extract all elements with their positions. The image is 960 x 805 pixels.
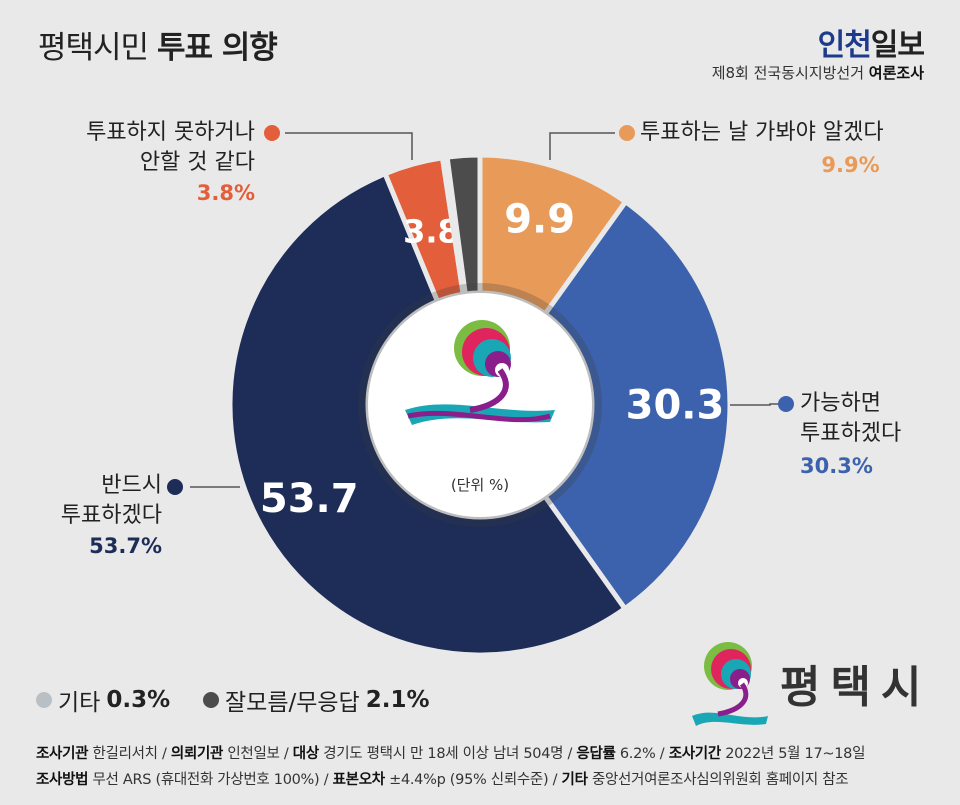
footer-value: 중앙선거여론조사심의위원회 홈페이지 참조 bbox=[591, 772, 849, 788]
marker-likely bbox=[778, 396, 794, 412]
connector-later bbox=[549, 132, 615, 160]
label-later-pct: 9.9% bbox=[821, 153, 880, 177]
label-not-text-2: 안할 것 같다 bbox=[139, 150, 255, 175]
footer-value: 6.2% bbox=[619, 746, 656, 762]
legend-etc-label: 기타 bbox=[58, 690, 101, 716]
footer-value: 인천일보 bbox=[227, 746, 280, 762]
label-not: 투표하지 못하거나 안할 것 같다 3.8% bbox=[86, 118, 255, 208]
unit-label: (단위 %) bbox=[451, 476, 509, 494]
marker-not bbox=[264, 125, 280, 141]
slice-value-label-0: 9.9 bbox=[504, 196, 575, 242]
footer-value: 무선 ARS (휴대전화 가상번호 100%) bbox=[92, 772, 320, 788]
connector-likely bbox=[730, 403, 785, 406]
label-not-text-1: 투표하지 못하거나 bbox=[86, 120, 255, 145]
label-must-text-1: 반드시 bbox=[101, 473, 162, 498]
label-later-text: 투표하는 날 가봐야 알겠다 bbox=[640, 120, 884, 145]
footer-value: 2022년 5월 17~18일 bbox=[725, 746, 866, 762]
slice-value-label-1: 30.3 bbox=[626, 382, 725, 428]
label-likely: 가능하면 투표하겠다 30.3% bbox=[800, 389, 901, 481]
footer-value: 경기도 평택시 만 18세 이상 남녀 504명 bbox=[323, 746, 564, 762]
label-must-pct: 53.7% bbox=[89, 534, 162, 558]
survey-subtitle: 제8회 전국동시지방선거 여론조사 bbox=[712, 62, 924, 83]
footer-key: 기타 bbox=[561, 772, 588, 788]
connector-lines bbox=[190, 132, 785, 488]
survey-plain: 제8회 전국동시지방선거 bbox=[711, 64, 865, 82]
legend-etc: 기타 0.3% bbox=[36, 683, 170, 717]
footer-key: 표본오차 bbox=[332, 772, 385, 788]
footer-key: 조사기간 bbox=[668, 746, 721, 762]
connector-not bbox=[285, 132, 413, 160]
footer-key: 조사방법 bbox=[36, 772, 89, 788]
footer-value: ±4.4%p (95% 신뢰수준) bbox=[389, 772, 549, 788]
footer-key: 응답률 bbox=[576, 746, 616, 762]
center-emblem-icon bbox=[405, 320, 555, 425]
legend-dunno-dot bbox=[203, 692, 219, 708]
footer-key: 의뢰기관 bbox=[170, 746, 224, 762]
footer-line-1: 조사기관 한길리서치 / 의뢰기관 인천일보 / 대상 경기도 평택시 만 18… bbox=[36, 746, 866, 762]
marker-later bbox=[619, 125, 635, 141]
slices-group: 9.930.353.73.8 bbox=[227, 152, 733, 658]
survey-bold: 여론조사 bbox=[868, 64, 924, 82]
label-must-text-2: 투표하겠다 bbox=[60, 503, 162, 528]
marker-must bbox=[167, 479, 183, 495]
title-plain: 평택시민 bbox=[38, 30, 149, 66]
label-not-pct: 3.8% bbox=[196, 181, 255, 205]
footer-key: 대상 bbox=[292, 746, 319, 762]
legend-etc-value: 0.3% bbox=[106, 687, 171, 713]
brand-part-a: 인천 bbox=[817, 28, 872, 63]
footer-value: 한길리서치 bbox=[92, 746, 158, 762]
city-logo-text: 평택시 bbox=[780, 662, 932, 713]
label-likely-pct: 30.3% bbox=[800, 454, 873, 478]
slice-value-label-2: 53.7 bbox=[260, 476, 359, 522]
label-likely-text-2: 투표하겠다 bbox=[800, 421, 902, 446]
label-later: 투표하는 날 가봐야 알겠다 9.9% bbox=[640, 118, 884, 180]
city-emblem-icon bbox=[692, 642, 768, 726]
title-bold: 투표 의향 bbox=[156, 30, 278, 66]
footer-key: 조사기관 bbox=[36, 746, 89, 762]
label-likely-text-1: 가능하면 bbox=[800, 391, 881, 416]
footer-line-2: 조사방법 무선 ARS (휴대전화 가상번호 100%) / 표본오차 ±4.4… bbox=[36, 772, 849, 788]
legend-dunno-label: 잘모름/무응답 bbox=[225, 690, 360, 716]
label-must: 반드시 투표하겠다 53.7% bbox=[61, 471, 162, 561]
brand-logo-text: 인천일보 bbox=[817, 20, 925, 64]
legend-dunno: 잘모름/무응답 2.1% bbox=[203, 683, 430, 717]
page-title: 평택시민 투표 의향 bbox=[38, 22, 278, 67]
survey-footer: 조사기관 한길리서치 / 의뢰기관 인천일보 / 대상 경기도 평택시 만 18… bbox=[36, 741, 865, 793]
brand-part-b: 일보 bbox=[870, 28, 925, 63]
legend-etc-dot bbox=[36, 692, 52, 708]
legend-dunno-value: 2.1% bbox=[365, 687, 430, 713]
